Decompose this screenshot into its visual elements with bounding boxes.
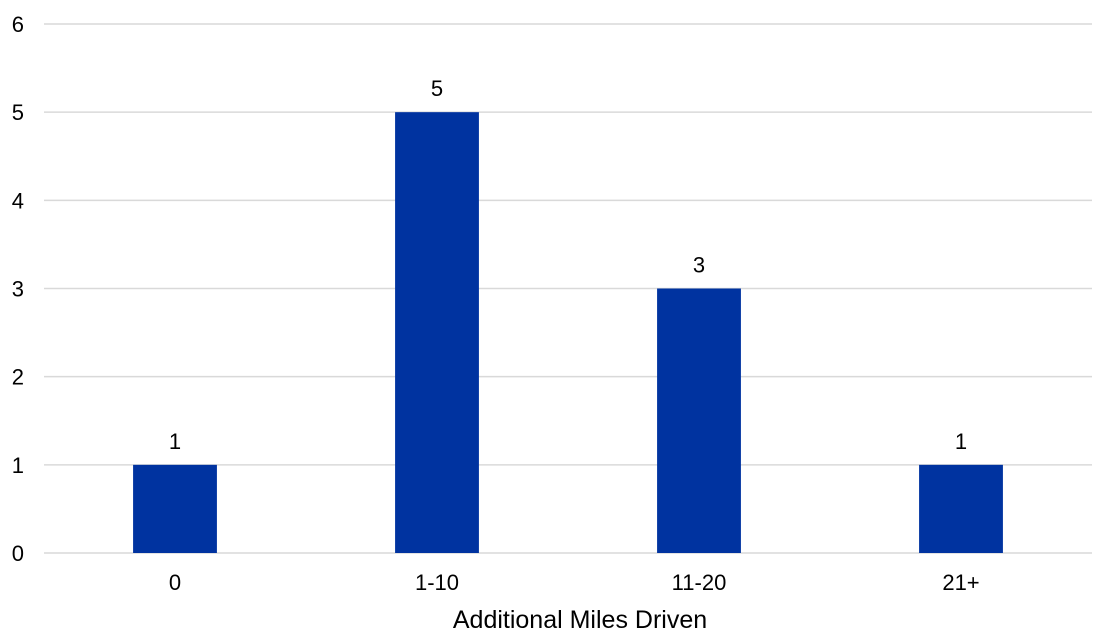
y-tick-label-3: 3	[12, 277, 24, 302]
data-label-3: 1	[955, 429, 967, 454]
data-label-1: 5	[431, 76, 443, 101]
y-tick-label-4: 4	[12, 188, 24, 213]
bar-2	[657, 288, 741, 553]
y-tick-label-1: 1	[12, 453, 24, 478]
data-label-2: 3	[693, 253, 705, 278]
x-tick-label-1: 1-10	[415, 570, 459, 595]
bar-3	[919, 464, 1003, 553]
y-tick-label-6: 6	[12, 12, 24, 37]
x-tick-label-2: 11-20	[672, 570, 727, 595]
y-tick-label-5: 5	[12, 100, 24, 125]
data-label-0: 1	[169, 429, 181, 454]
x-axis-title: Additional Miles Driven	[453, 606, 707, 630]
x-tick-label-3: 21+	[942, 570, 979, 595]
y-axis-tick-labels: 0 1 2 3 4 5 6	[12, 12, 24, 566]
x-axis-tick-labels: 0 1-10 11-20 21+	[169, 570, 980, 595]
bar-1	[395, 112, 479, 554]
y-tick-label-0: 0	[12, 541, 24, 566]
gridlines	[44, 23, 1092, 554]
bar-0	[133, 464, 217, 553]
x-tick-label-0: 0	[169, 570, 181, 595]
bars	[133, 112, 1003, 554]
y-tick-label-2: 2	[12, 365, 24, 390]
